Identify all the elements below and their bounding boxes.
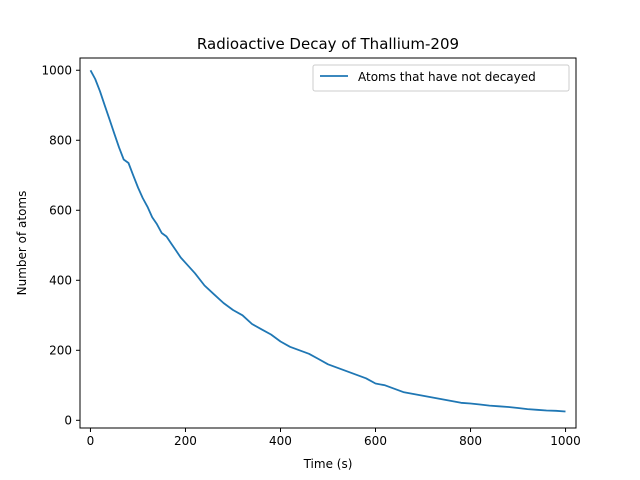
plot-frame xyxy=(79,57,577,429)
x-tick-label: 1000 xyxy=(550,434,581,448)
x-tick-label: 0 xyxy=(87,434,95,448)
x-tick-label: 800 xyxy=(459,434,482,448)
y-tick-label: 800 xyxy=(49,133,72,147)
y-tick-label: 1000 xyxy=(41,63,72,77)
legend: Atoms that have not decayed xyxy=(312,64,570,92)
x-tick-label: 200 xyxy=(174,434,197,448)
x-tick-label: 400 xyxy=(269,434,292,448)
y-tick-label: 600 xyxy=(49,203,72,217)
plot-area xyxy=(80,58,576,428)
x-axis-label: Time (s) xyxy=(303,457,353,471)
y-axis-ticks: 0 200 400 600 800 1000 xyxy=(41,63,80,427)
y-tick-label: 0 xyxy=(64,413,72,427)
y-tick-label: 200 xyxy=(49,343,72,357)
x-axis-ticks: 0 200 400 600 800 1000 xyxy=(87,428,581,448)
y-tick-label: 400 xyxy=(49,273,72,287)
series-line-atoms-not-decayed xyxy=(89,69,566,413)
chart-title: Radioactive Decay of Thallium-209 xyxy=(197,35,459,53)
legend-box xyxy=(312,64,570,92)
x-tick-label: 600 xyxy=(364,434,387,448)
y-axis-label: Number of atoms xyxy=(15,191,29,296)
legend-label: Atoms that have not decayed xyxy=(358,70,536,84)
